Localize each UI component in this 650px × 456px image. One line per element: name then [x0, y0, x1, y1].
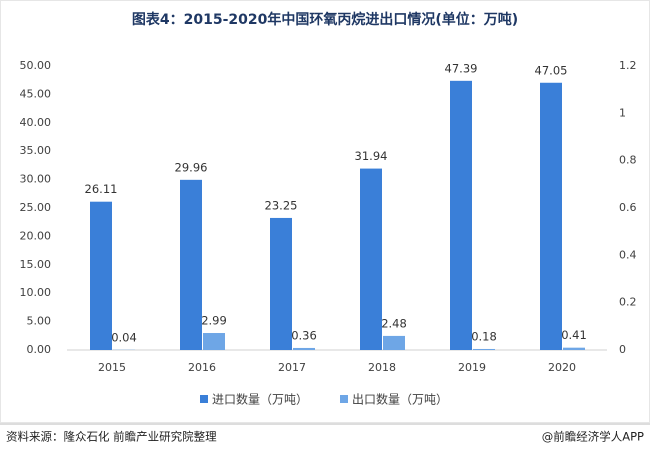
y-tick-label: 10.00	[20, 286, 52, 299]
data-label: 47.39	[445, 61, 478, 75]
y2-tick-label: 0.8	[619, 154, 637, 167]
legend-label: 进口数量（万吨）	[212, 392, 308, 407]
bar	[270, 217, 292, 350]
data-label: 2.99	[201, 314, 227, 328]
x-tick-label: 2019	[458, 361, 486, 374]
bar	[90, 201, 112, 350]
y2-tick-label: 0.6	[619, 201, 637, 214]
data-label: 47.05	[535, 63, 568, 77]
y-tick-label: 50.00	[20, 59, 52, 72]
data-label: 2.48	[381, 316, 407, 330]
legend-swatch	[340, 395, 348, 403]
data-label: 31.94	[355, 149, 388, 163]
legend-swatch	[200, 395, 208, 403]
credit: @前瞻经济学人APP	[542, 430, 644, 444]
source: 资料来源：隆众石化 前瞻产业研究院整理	[6, 430, 217, 444]
x-tick-label: 2018	[368, 361, 396, 374]
y2-tick-label: 0.2	[619, 296, 637, 309]
bar	[450, 80, 472, 350]
data-label: 0.18	[471, 329, 497, 343]
y-tick-label: 15.00	[20, 258, 52, 271]
bar	[180, 179, 202, 350]
bar	[473, 348, 495, 350]
y-tick-label: 40.00	[20, 116, 52, 129]
y-tick-label: 0.00	[27, 343, 52, 356]
bar	[563, 347, 585, 350]
data-label: 26.11	[85, 182, 118, 196]
legend-label: 出口数量（万吨）	[352, 392, 448, 407]
data-label: 0.41	[561, 328, 587, 342]
y-tick-label: 35.00	[20, 144, 52, 157]
data-label: 23.25	[265, 198, 298, 212]
data-label: 29.96	[175, 160, 208, 174]
data-label: 0.04	[111, 330, 137, 344]
y-tick-label: 20.00	[20, 229, 52, 242]
x-tick-label: 2017	[278, 361, 306, 374]
y2-tick-label: 0.4	[619, 248, 637, 261]
x-tick-label: 2020	[548, 361, 576, 374]
y-tick-label: 30.00	[20, 173, 52, 186]
y-tick-label: 5.00	[27, 315, 52, 328]
x-tick-label: 2015	[98, 361, 126, 374]
y2-tick-label: 1.2	[619, 59, 637, 72]
y2-tick-label: 1	[619, 106, 626, 119]
y-tick-label: 25.00	[20, 201, 52, 214]
x-tick-label: 2016	[188, 361, 216, 374]
bar	[293, 347, 315, 350]
chart-title: 图表4：2015-2020年中国环氧丙烷进出口情况(单位：万吨)	[132, 11, 518, 28]
y-tick-label: 45.00	[20, 87, 52, 100]
bar	[383, 335, 405, 350]
bar	[540, 82, 562, 351]
bar	[360, 168, 382, 350]
bar	[203, 333, 225, 350]
y2-tick-label: 0	[619, 343, 626, 356]
data-label: 0.36	[291, 328, 317, 342]
